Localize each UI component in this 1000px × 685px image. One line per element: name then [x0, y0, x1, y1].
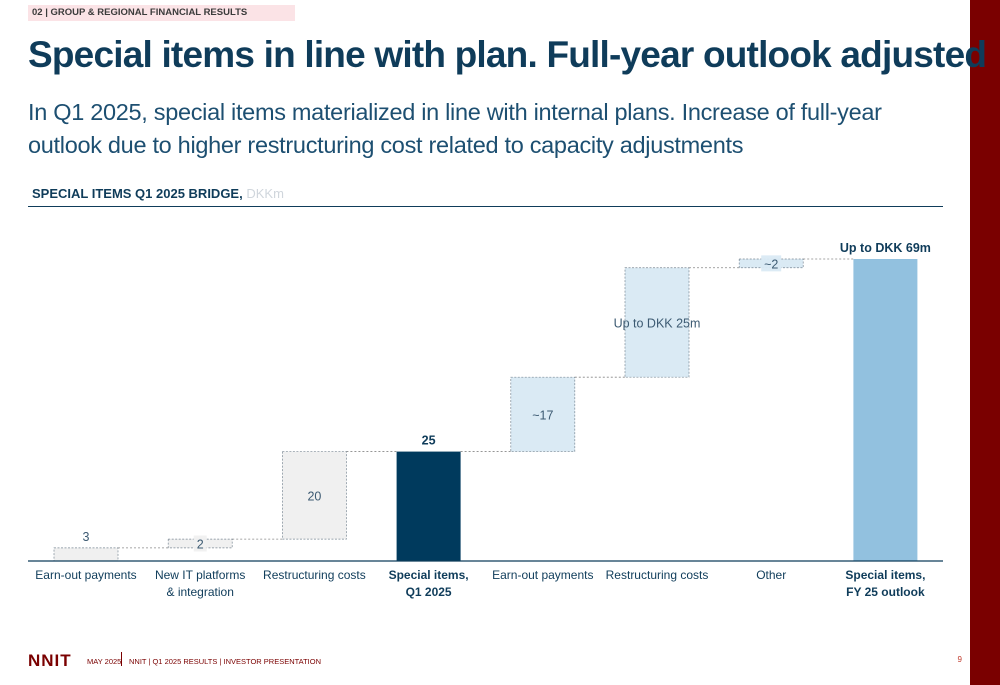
value-label: ~17 — [532, 408, 553, 422]
page-subtitle: In Q1 2025, special items materialized i… — [28, 99, 882, 158]
category-label: Earn-out payments — [35, 568, 136, 582]
value-label-bg — [193, 535, 207, 552]
value-label: ~2 — [764, 257, 778, 271]
value-label: Up to DKK 25m — [614, 316, 701, 330]
bar-4 — [396, 451, 461, 561]
page-title: Special items in line with plan. Full-ye… — [28, 34, 987, 75]
footer-separator — [121, 652, 122, 666]
footer-date: MAY 2025 — [87, 657, 122, 666]
chart-header: SPECIAL ITEMS Q1 2025 BRIDGE, DKKm — [32, 186, 284, 201]
bar-5 — [510, 376, 576, 452]
nnit-logo: NNIT — [28, 651, 72, 670]
value-label: 2 — [197, 537, 204, 551]
chart-header-rule — [28, 206, 943, 207]
category-label: Earn-out payments — [492, 568, 593, 582]
value-label: 20 — [307, 489, 321, 503]
category-label-line2: & integration — [167, 585, 234, 599]
value-label: 3 — [83, 530, 90, 544]
chart-header-label: SPECIAL ITEMS Q1 2025 BRIDGE, — [32, 186, 243, 201]
value-label-bg — [761, 255, 782, 272]
bar-6 — [624, 267, 690, 378]
category-label: New IT platforms — [155, 568, 245, 582]
page-number: 9 — [957, 655, 962, 664]
bar-3 — [282, 451, 347, 540]
bar-1 — [53, 547, 119, 562]
category-label: Restructuring costs — [263, 568, 366, 582]
section-tag: 02 | GROUP & REGIONAL FINANCIAL RESULTS — [28, 5, 295, 21]
category-label: Special items, — [389, 568, 469, 582]
value-label: Up to DKK 69m — [840, 241, 931, 255]
chart-header-unit: DKKm — [246, 186, 284, 201]
category-label: Special items, — [845, 568, 925, 582]
brand-side-bar — [970, 0, 1000, 685]
category-label-line2: Q1 2025 — [406, 585, 452, 599]
value-label: 25 — [422, 434, 436, 448]
category-label: Other — [756, 568, 786, 582]
category-label-line2: FY 25 outlook — [846, 585, 925, 599]
category-label: Restructuring costs — [606, 568, 709, 582]
footer-text: NNIT | Q1 2025 RESULTS | INVESTOR PRESEN… — [129, 657, 322, 666]
bar-8 — [853, 259, 918, 561]
